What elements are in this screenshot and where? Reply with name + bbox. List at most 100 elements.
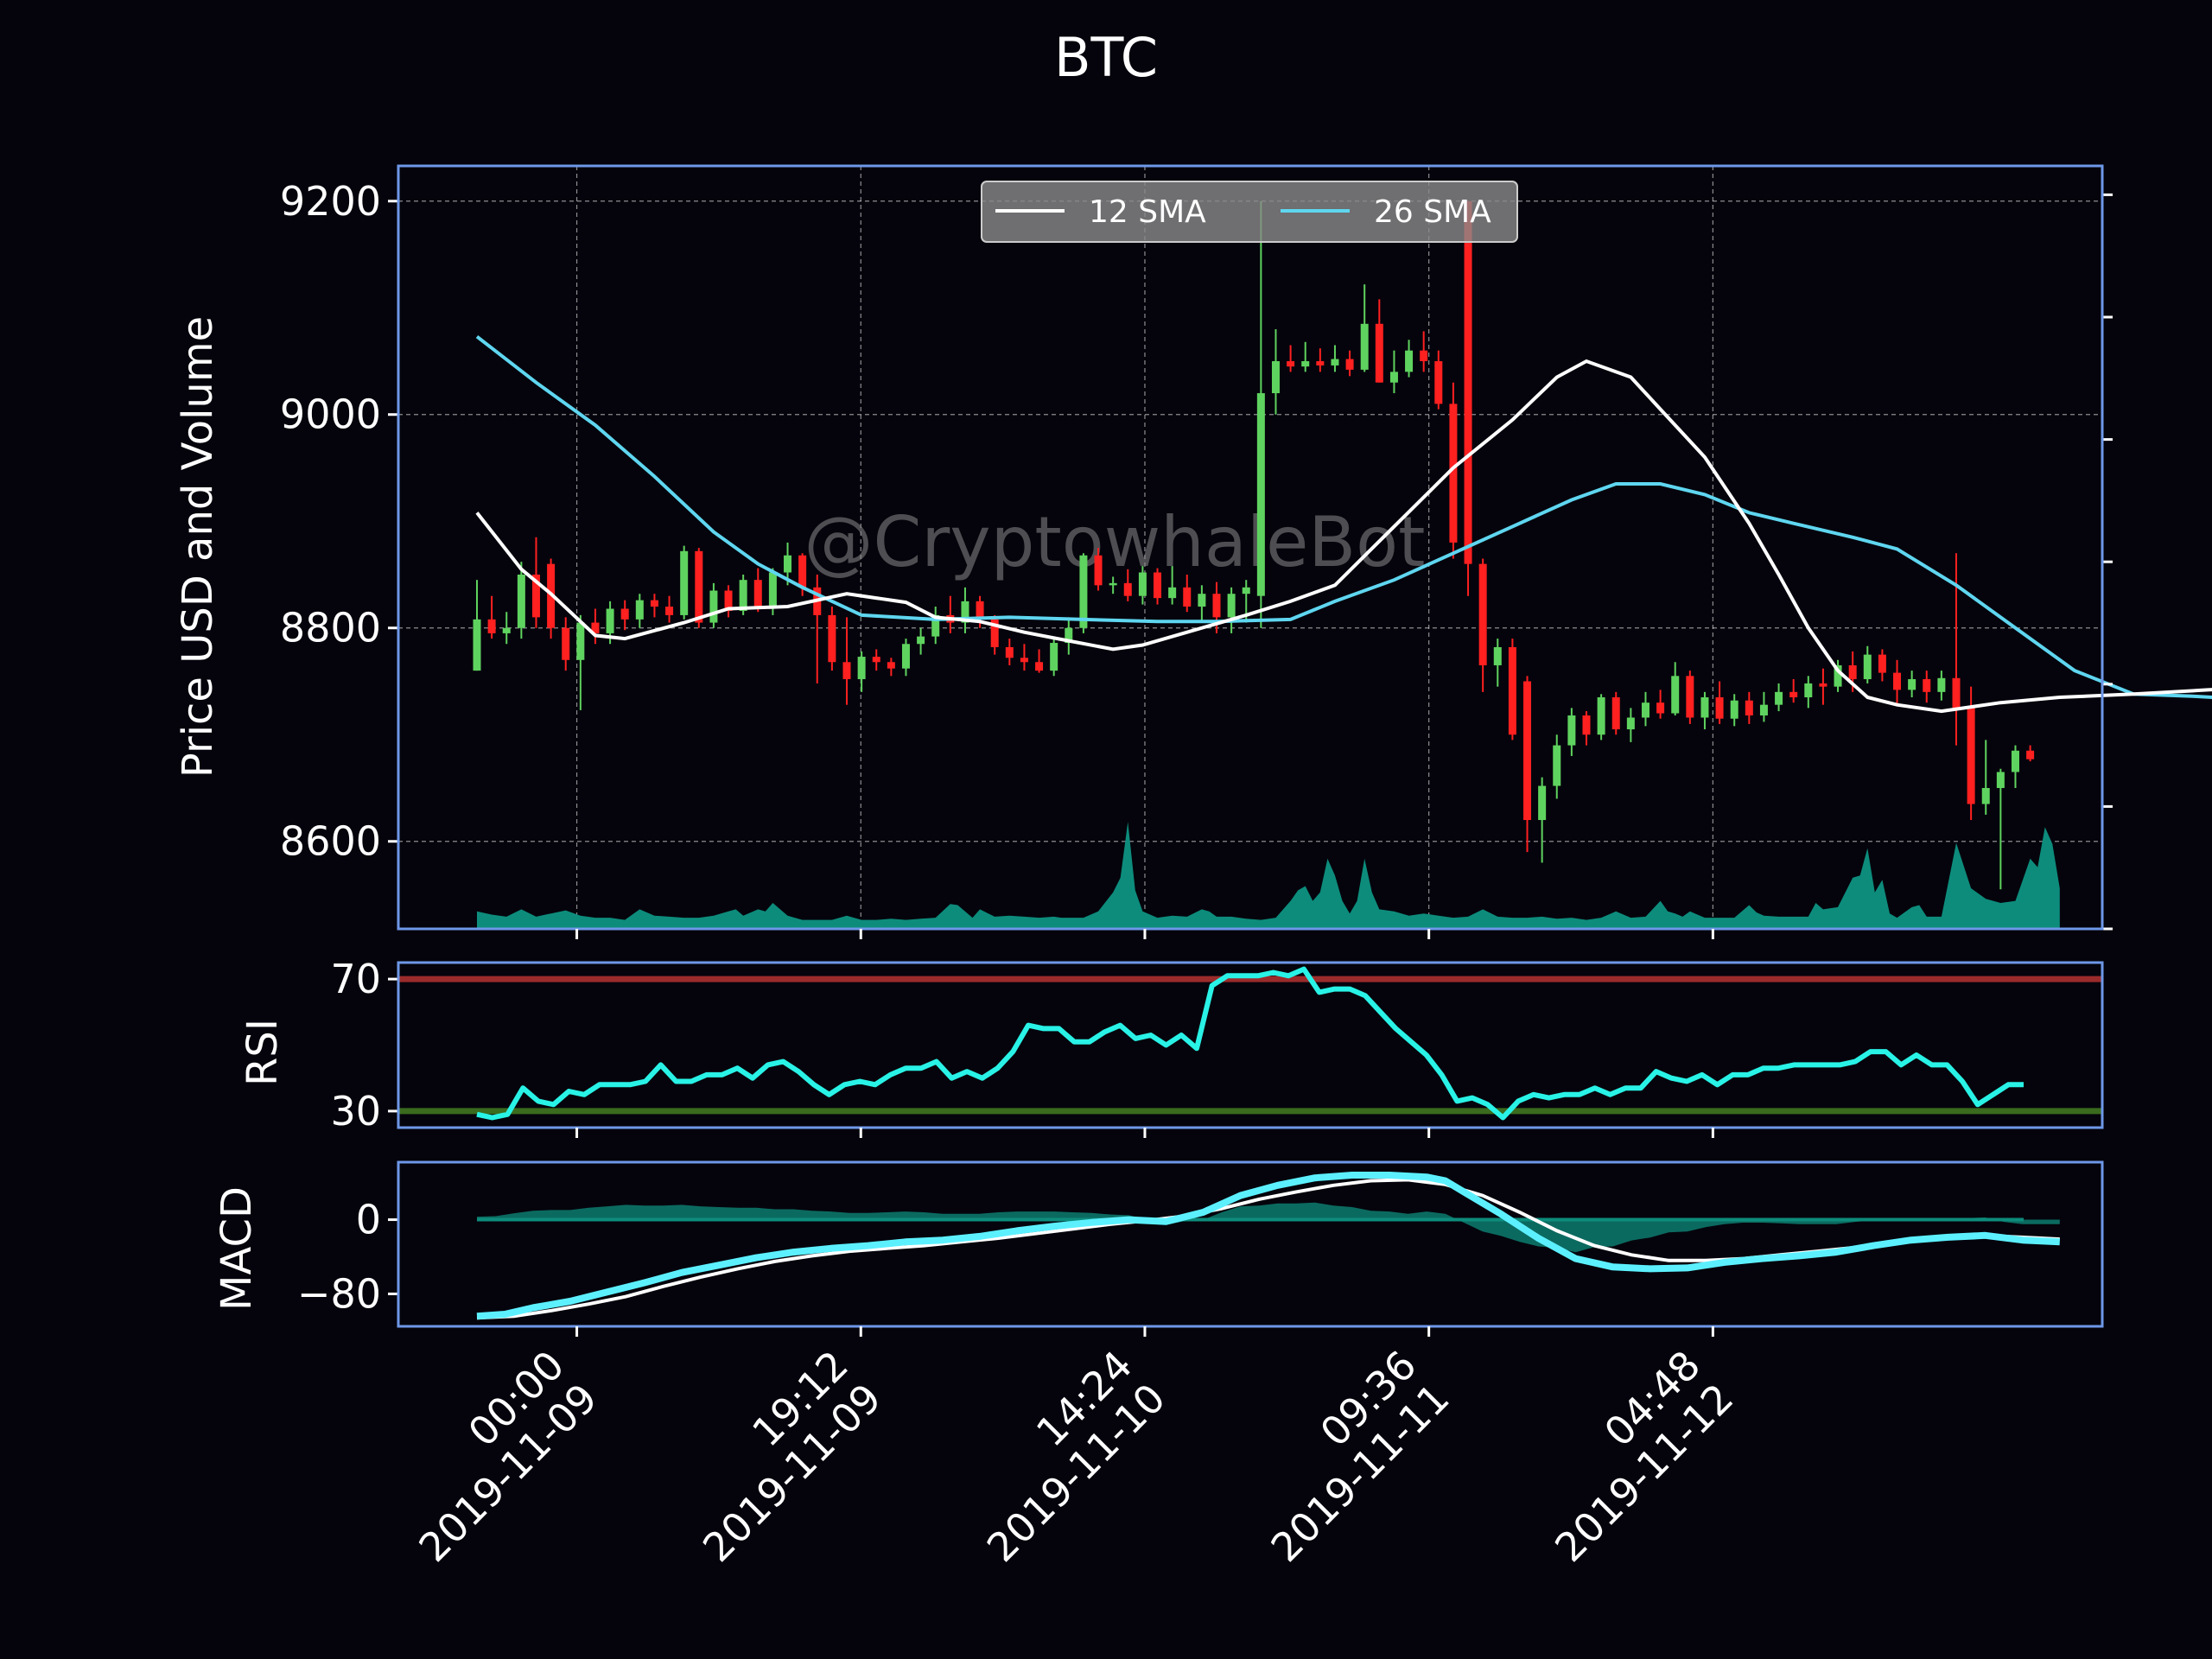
price-panel-frame (397, 164, 2104, 931)
candle-body (917, 636, 925, 645)
candle-body (976, 601, 984, 620)
candle-body (1819, 683, 1827, 687)
candle-body (1686, 676, 1694, 718)
candle-body (1656, 702, 1665, 714)
rsi-panel-frame (397, 961, 2104, 1129)
candle-body (1611, 697, 1620, 730)
volume-area (477, 822, 2060, 929)
candle-body (1050, 643, 1058, 671)
candles (473, 200, 2035, 890)
candle-body (1848, 664, 1857, 680)
legend-box (981, 181, 1518, 243)
candle-body (784, 555, 792, 573)
legend-label-12-sma: 12 SMA (1089, 194, 1206, 230)
candle-body (1996, 772, 2005, 788)
candle-body (1079, 555, 1088, 628)
candle-body (1893, 672, 1902, 690)
price-y-ticks: 8600 8800 9000 9200 (280, 178, 398, 865)
candle-body (1375, 323, 1383, 383)
candle-body (1183, 587, 1192, 607)
price-panel: @CryptowhaleBot 8600 8800 9000 9200 Price U… (174, 164, 2212, 931)
candle-body (1138, 572, 1147, 596)
candle-body (2026, 750, 2035, 760)
candle-body (961, 601, 969, 623)
macd-histogram (477, 1202, 2060, 1253)
candle-body (1005, 646, 1014, 658)
macd-y-tick-label: 0 (356, 1197, 381, 1243)
candle-body (1967, 708, 1975, 804)
candle-body (1671, 676, 1680, 714)
candle-body (1641, 702, 1649, 718)
candle-body (798, 555, 807, 588)
candle-body (1360, 323, 1369, 370)
candle-body (473, 619, 481, 671)
candle-body (1478, 563, 1487, 665)
candle-body (1789, 691, 1798, 698)
macd-line (476, 1172, 2060, 1320)
candle-body (487, 619, 496, 633)
candle-body (531, 574, 540, 618)
candle-body (1405, 350, 1414, 372)
candle-body (1626, 717, 1635, 730)
candle-body (1035, 662, 1044, 671)
candle-body (502, 627, 511, 633)
candle-body (709, 590, 718, 623)
candle-body (1168, 587, 1177, 599)
macd-y-axis-label: MACD (213, 1186, 261, 1311)
candle-body (1804, 683, 1813, 698)
candle-body (1094, 555, 1103, 586)
candle-body (1908, 679, 1916, 690)
candle-body (990, 619, 999, 647)
rsi-y-axis-label: RSI (238, 1019, 287, 1086)
candle-body (901, 644, 910, 669)
candle-body (1065, 627, 1073, 644)
candle-body (1700, 697, 1709, 718)
candle-body (1420, 350, 1428, 361)
candle-body (1582, 715, 1591, 735)
candle-body (665, 607, 674, 615)
candle-body (1597, 697, 1605, 735)
candle-body (828, 614, 836, 663)
rsi-y-ticks: 30 70 (330, 956, 398, 1135)
candle-body (695, 550, 703, 623)
sma12-line (475, 359, 2212, 714)
candle-body (1538, 785, 1547, 821)
candle-body (1316, 360, 1325, 365)
candle-body (1123, 582, 1132, 596)
candle-body (724, 590, 733, 611)
candle-body (768, 572, 777, 607)
candle-body (1863, 654, 1872, 680)
candle-body (1154, 572, 1162, 599)
candle-body (591, 622, 600, 633)
sma26-line (475, 335, 2212, 699)
candle-body (872, 657, 880, 663)
macd-panel-frame (397, 1160, 2104, 1328)
macd-panel: 0 −80 MACD (213, 1160, 2104, 1328)
candle-body (1227, 594, 1236, 618)
candle-body (1523, 681, 1532, 821)
candle-body (1493, 646, 1502, 665)
volume-axis-ticks (2102, 193, 2113, 931)
candle-body (680, 550, 689, 615)
legend: 12 SMA 26 SMA (981, 181, 1518, 243)
candle-body (2011, 750, 2019, 772)
candle-body (606, 608, 614, 633)
candle-body (1389, 372, 1398, 383)
candle-body (1715, 697, 1724, 719)
candle-body (1212, 594, 1221, 618)
candle-body (857, 657, 866, 680)
candle-body (635, 600, 644, 620)
rsi-panel: 30 70 RSI (238, 956, 2104, 1135)
candle-body (753, 580, 762, 607)
candle-body (1434, 360, 1443, 404)
candle-body (1834, 664, 1842, 687)
candle-body (1271, 360, 1280, 394)
candle-body (1567, 715, 1576, 746)
candle-body (842, 662, 851, 680)
legend-label-26-sma: 26 SMA (1374, 194, 1491, 230)
candle-body (1449, 404, 1458, 543)
candle-body (1553, 745, 1561, 786)
candle-body (1256, 393, 1265, 596)
candle-body (1464, 200, 1472, 564)
